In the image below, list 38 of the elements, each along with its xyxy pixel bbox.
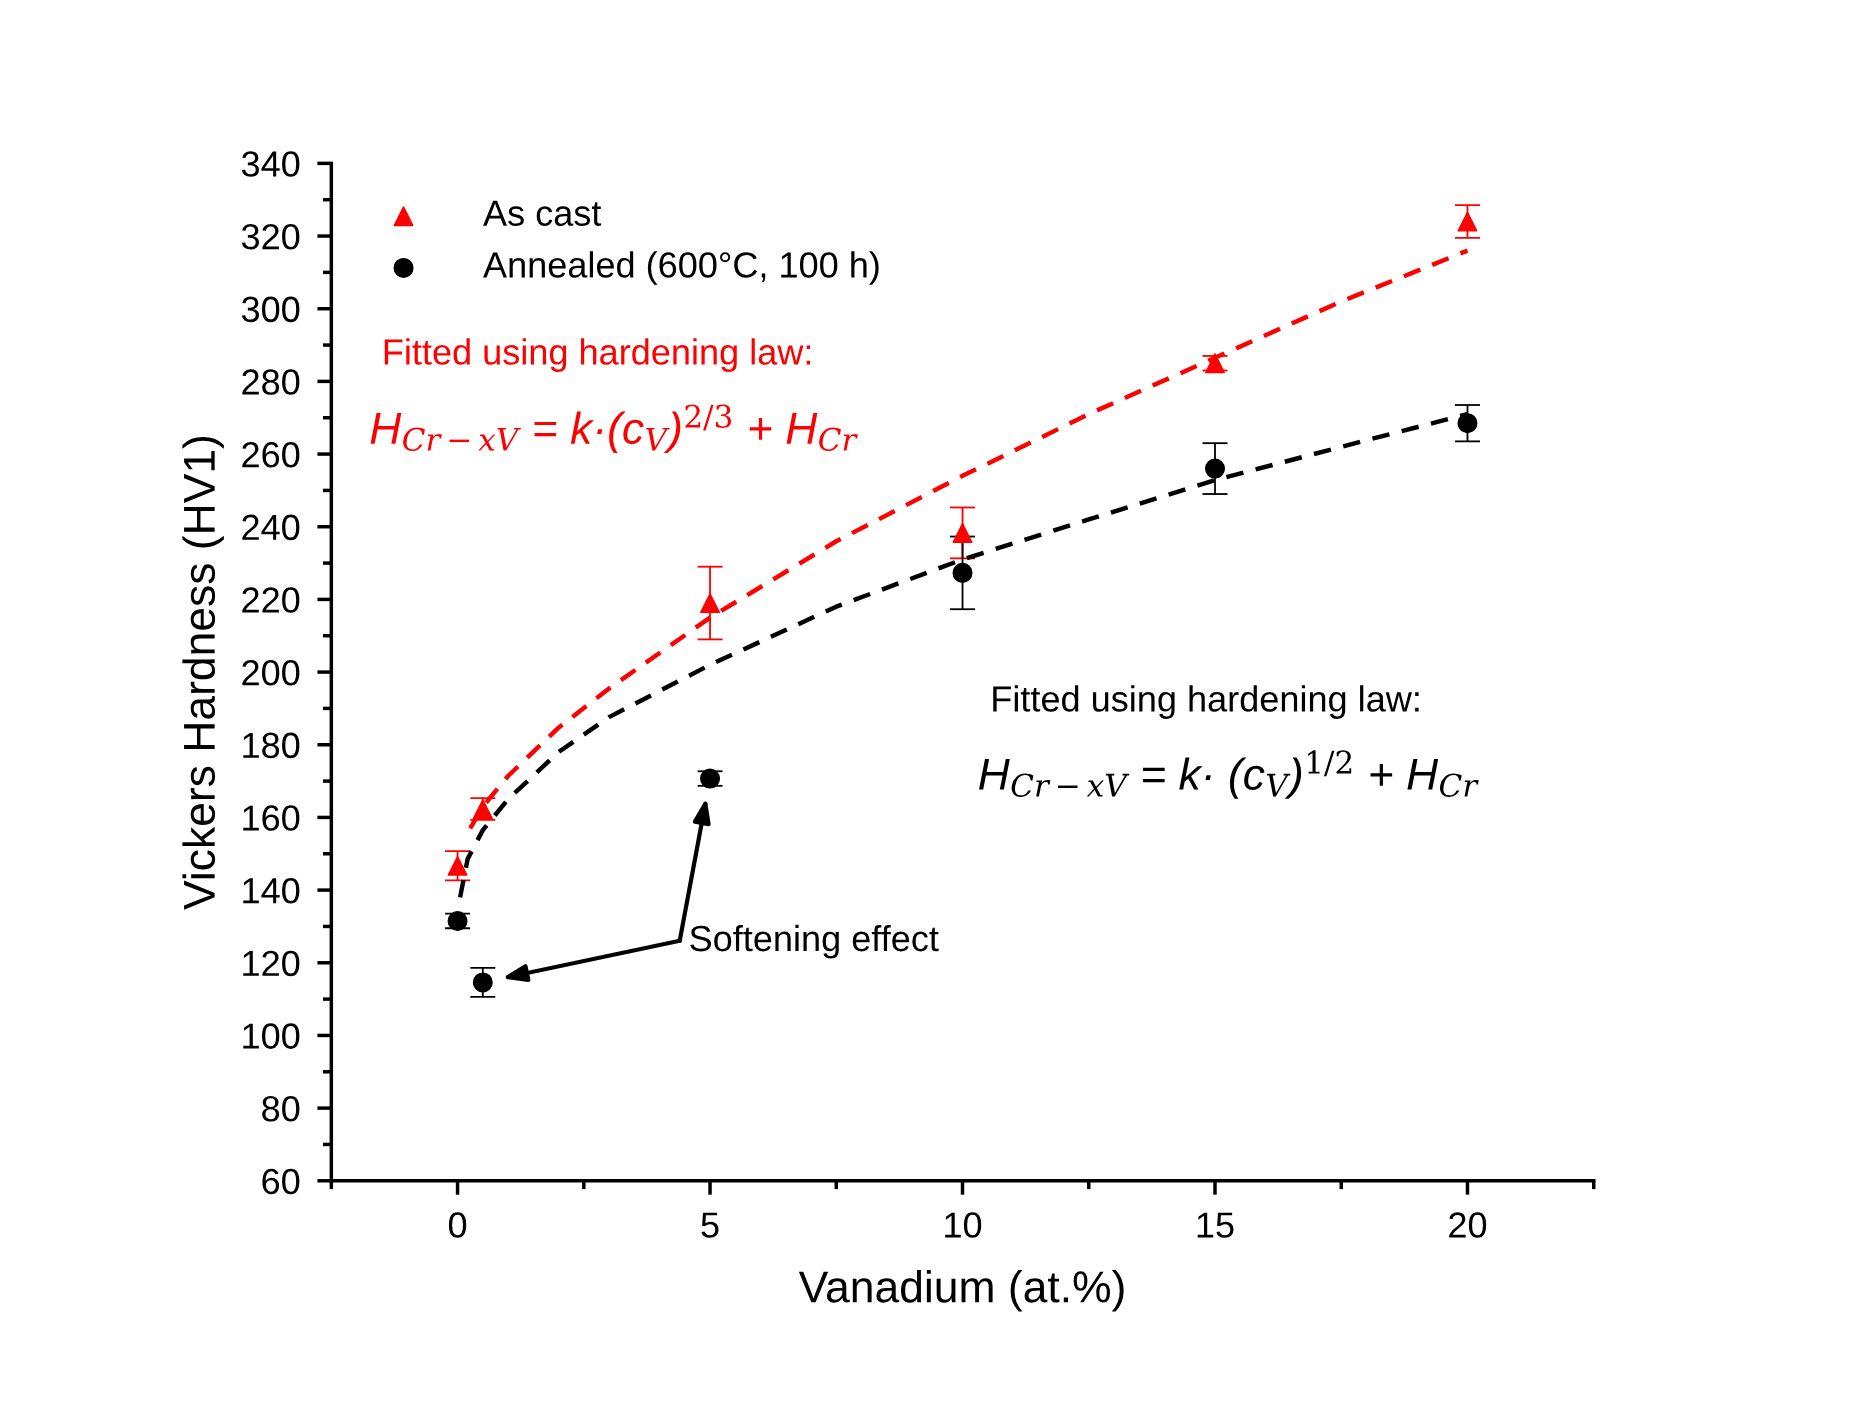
annotation: H$_{Cr−xV}$ = k·(c$_{V}$)$^{2/3}$ + H$_{Cr}$ (370, 404, 858, 453)
y-tick-label: 100 (243, 1023, 300, 1049)
y-tick-label: 60 (262, 1168, 300, 1195)
point (1457, 211, 1478, 232)
x-tick-label: 5 (701, 1212, 719, 1238)
annotation: Fitted using hardening law: (384, 338, 811, 372)
y-tick-label: 200 (242, 659, 300, 686)
x-axis-title: Vanadium (at.%) (798, 1270, 1124, 1312)
point (447, 855, 468, 876)
y-tick-label: 260 (242, 441, 300, 468)
y-tick-label: 280 (242, 369, 300, 395)
y-tick-label: 240 (242, 514, 300, 541)
y-tick-label: 320 (241, 223, 300, 250)
y-tick-label: 340 (241, 151, 300, 177)
y-tick-label: 300 (241, 296, 300, 323)
y-axis-title: Vickers Hardness (HV1) (182, 436, 224, 910)
x-tick-label: 10 (945, 1212, 982, 1238)
y-tick-label: 180 (243, 732, 300, 759)
point (1457, 413, 1478, 434)
y-tick-label: 140 (243, 877, 300, 904)
annotation: H$_{Cr−xV}$ = k· (c$_{V}$)$^{1/2}$ + H$_{Cr}$ (979, 750, 1479, 799)
legend-label: As cast (483, 200, 602, 227)
x-tick-label: 0 (448, 1212, 467, 1238)
point (472, 972, 493, 993)
x-tick-label: 20 (1449, 1212, 1487, 1238)
point (1204, 458, 1226, 479)
annotation: Softening effect (690, 924, 939, 959)
y-tick-label: 160 (243, 805, 300, 831)
point (952, 562, 973, 583)
x-tick-label: 15 (1197, 1212, 1234, 1238)
y-tick-label: 220 (242, 587, 300, 613)
point (952, 522, 973, 543)
annotation: Fitted using hardening law: (993, 685, 1419, 719)
point (700, 768, 721, 789)
y-tick-label: 120 (243, 950, 300, 977)
legend-label: Annealed (600°C, 100 h) (483, 251, 879, 285)
point (700, 593, 721, 614)
y-tick-label: 80 (262, 1095, 300, 1122)
